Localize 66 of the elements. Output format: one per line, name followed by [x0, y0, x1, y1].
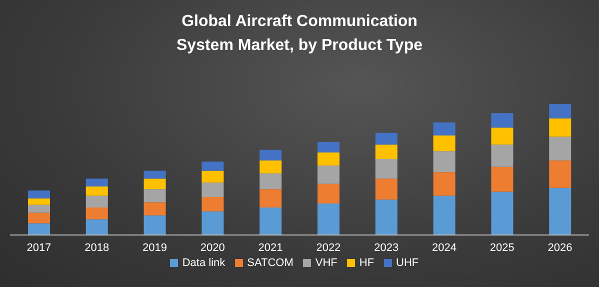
- legend-label: Data link: [182, 257, 226, 269]
- bar: [260, 160, 282, 174]
- bar: [318, 184, 340, 204]
- bar: [433, 135, 456, 152]
- bar: [318, 142, 340, 152]
- legend-label: SATCOM: [247, 257, 294, 269]
- bar: [260, 207, 282, 235]
- x-tick-label: 2023: [374, 242, 399, 254]
- bar: [86, 178, 108, 187]
- bar: [144, 170, 166, 179]
- bar: [491, 166, 514, 192]
- bar: [260, 173, 282, 190]
- bar: [433, 172, 456, 196]
- bar: [433, 151, 456, 172]
- bar: [202, 182, 224, 198]
- bar: [375, 178, 398, 200]
- bar: [202, 211, 224, 235]
- bar: [375, 144, 398, 160]
- bar: [549, 118, 572, 137]
- bar: [375, 159, 398, 179]
- bar: [86, 196, 108, 208]
- x-tick-label: 2017: [26, 242, 52, 254]
- bar: [491, 128, 514, 145]
- chart-title: Global Aircraft Communication System Market, by Product Type: [176, 12, 424, 56]
- bar: [28, 223, 50, 235]
- bar: [375, 200, 398, 235]
- bar: [144, 189, 166, 202]
- bar: [549, 188, 572, 235]
- bar: [144, 215, 166, 235]
- bar: [318, 166, 340, 184]
- legend-label: UHF: [396, 257, 419, 269]
- bar: [260, 150, 282, 160]
- x-tick-label: 2025: [490, 242, 514, 254]
- bar: [549, 104, 572, 118]
- bar: [144, 202, 166, 216]
- bar: [86, 207, 108, 220]
- bar: [491, 144, 514, 167]
- bar: [549, 136, 572, 160]
- bar: [86, 219, 108, 235]
- bar: [433, 122, 456, 136]
- bar: [28, 212, 50, 224]
- bar: [202, 197, 224, 212]
- bar: [318, 152, 340, 166]
- bar: [28, 198, 50, 205]
- bar: [202, 162, 224, 171]
- bar: [375, 132, 398, 145]
- bar: [202, 170, 224, 183]
- x-tick-label: 2018: [84, 242, 110, 254]
- bar: [260, 189, 282, 208]
- bar: [549, 160, 572, 188]
- bar: [144, 178, 166, 190]
- x-tick-label: 2024: [432, 242, 456, 254]
- x-tick-label: 2021: [258, 242, 283, 254]
- bar: [433, 196, 456, 235]
- bar: [318, 204, 340, 235]
- bar: [28, 204, 50, 213]
- legend-label: HF: [359, 257, 374, 269]
- bar: [491, 113, 514, 128]
- bar: [86, 186, 108, 196]
- bar: [28, 190, 50, 198]
- legend-label: VHF: [315, 257, 338, 269]
- x-tick-label: 2026: [548, 242, 572, 254]
- x-tick-label: 2019: [142, 242, 167, 254]
- x-tick-label: 2022: [316, 242, 341, 254]
- bar: [491, 192, 514, 235]
- x-tick-label: 2020: [200, 242, 225, 254]
